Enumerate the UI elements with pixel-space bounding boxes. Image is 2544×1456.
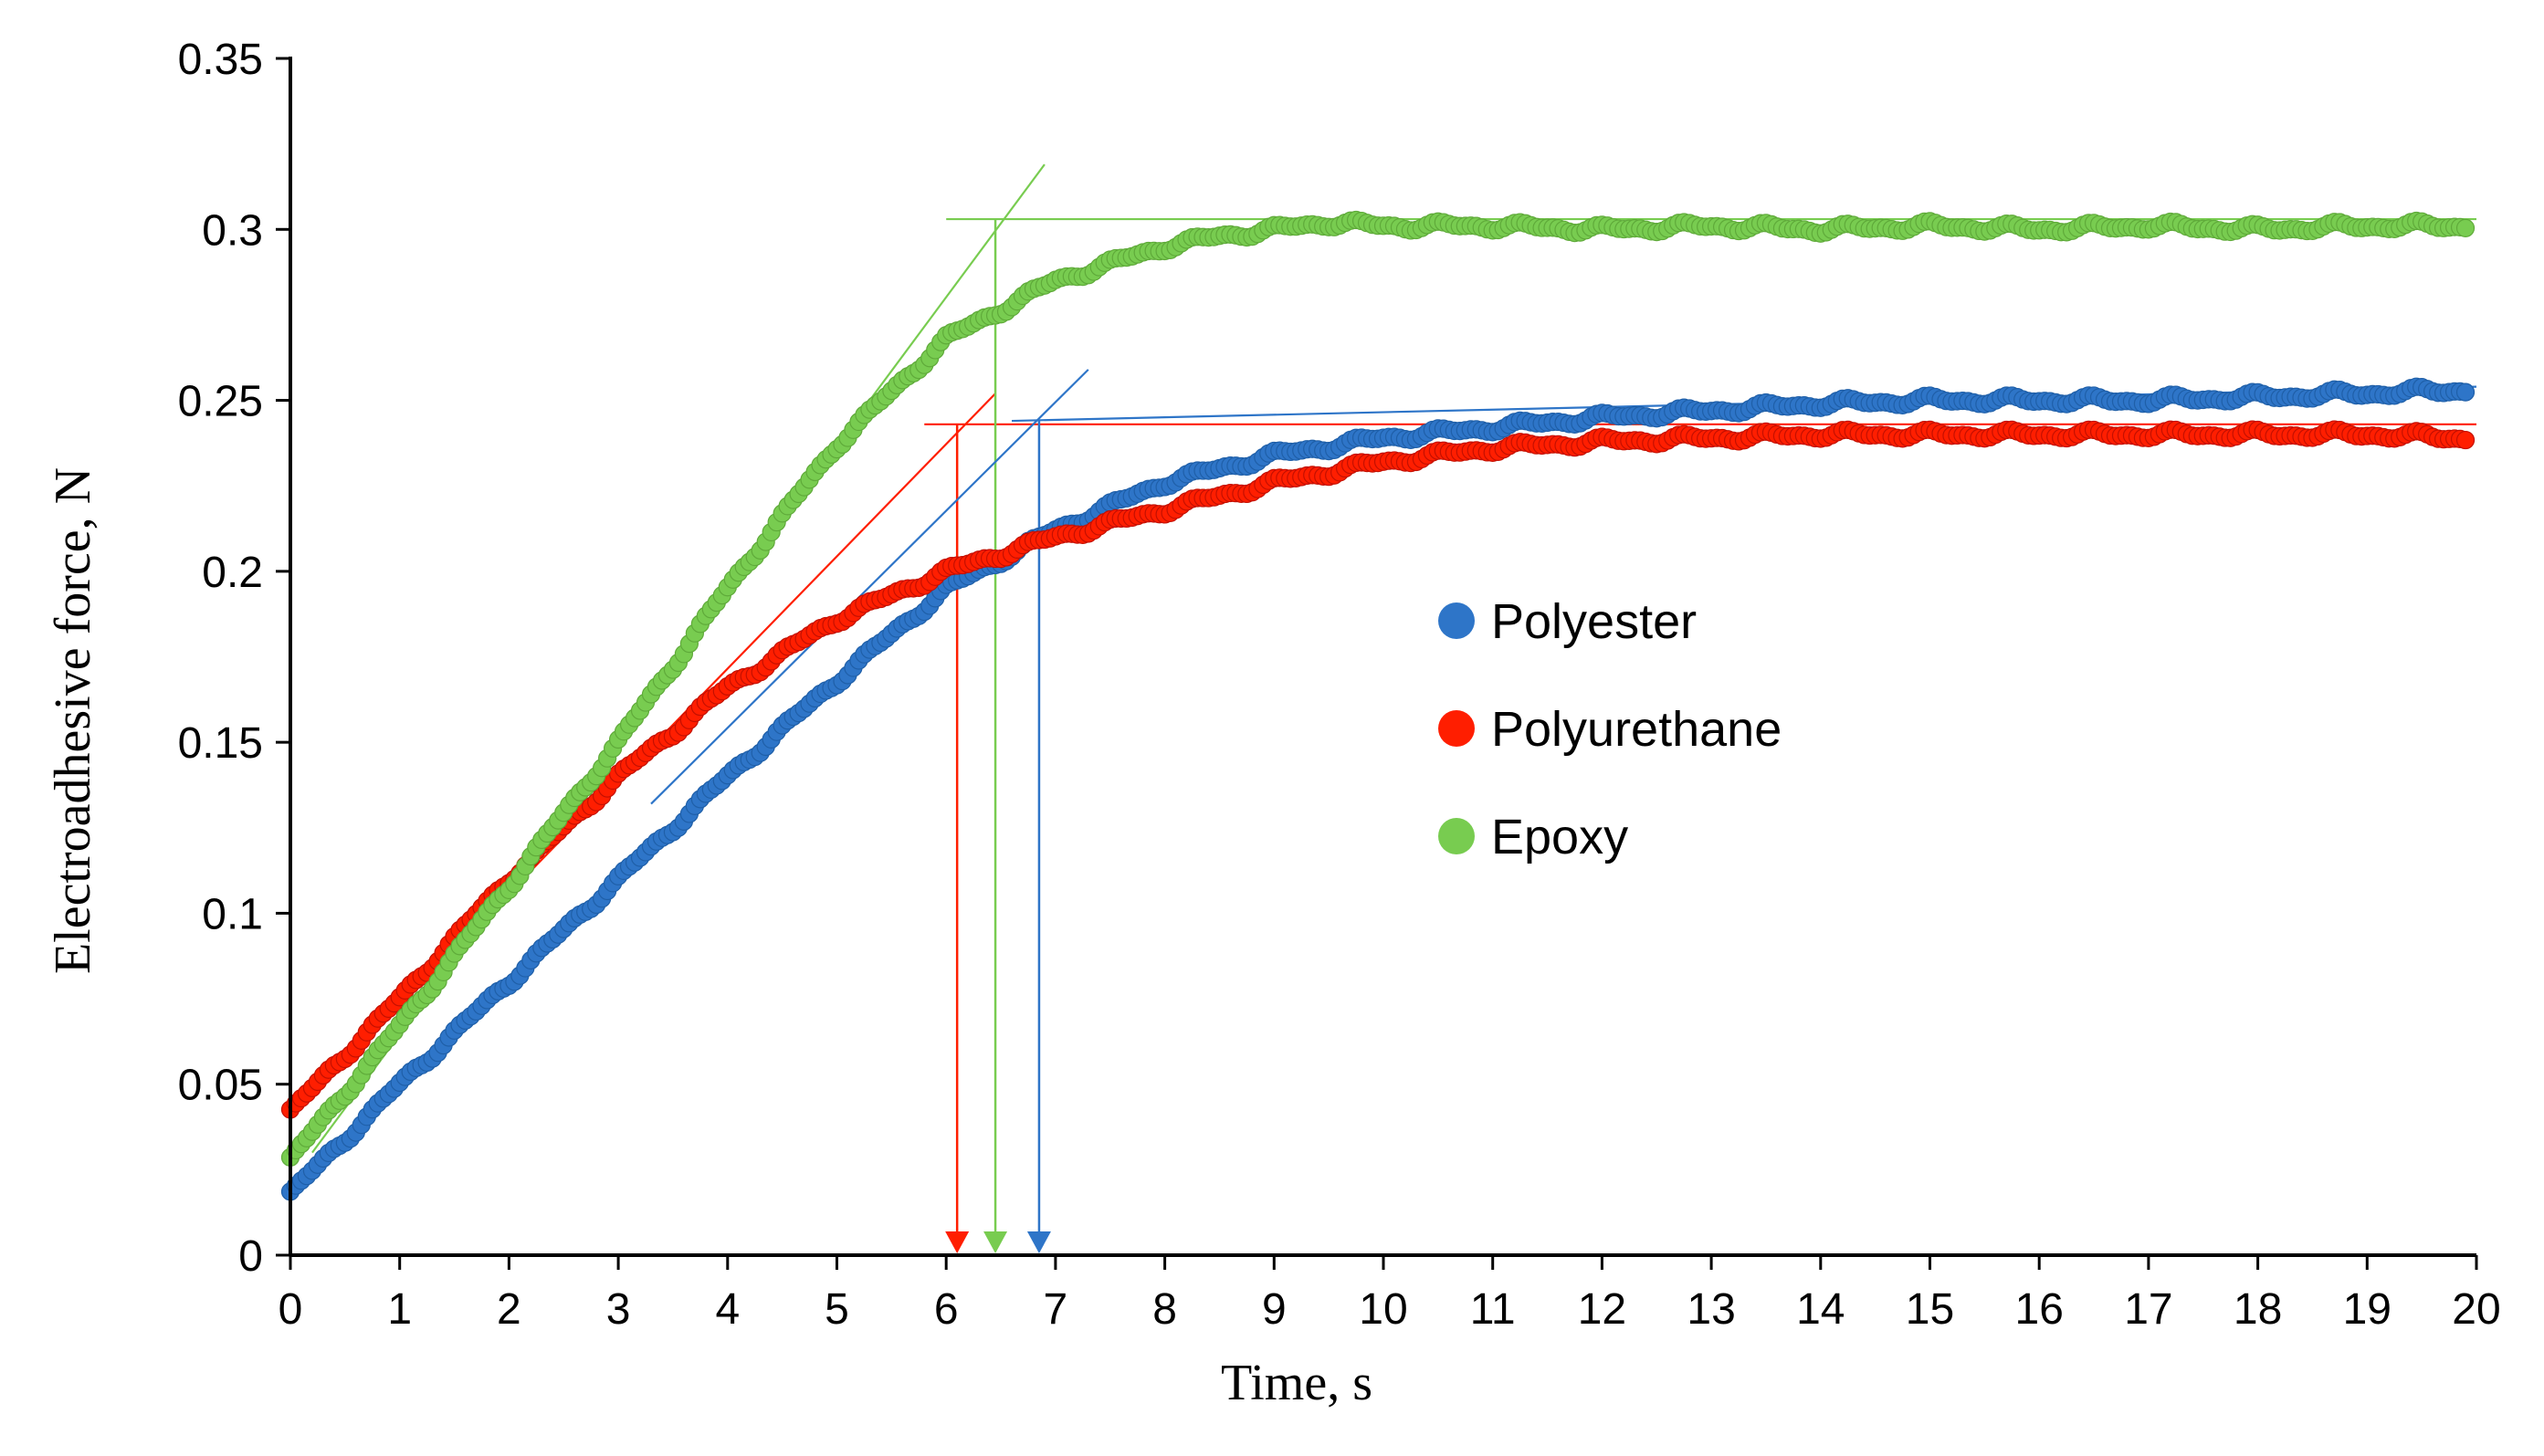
y-tick-label: 0.25: [178, 378, 263, 426]
x-tick-label: 15: [1906, 1285, 1954, 1334]
legend-marker-polyester: [1438, 602, 1475, 639]
legend-marker-polyurethane: [1438, 710, 1475, 747]
y-tick-label: 0.05: [178, 1062, 263, 1110]
x-tick-label: 4: [715, 1285, 740, 1334]
x-tick-label: 17: [2124, 1285, 2172, 1334]
y-tick-label: 0.35: [178, 36, 263, 84]
series-layer: [280, 210, 2476, 1201]
x-tick-label: 6: [934, 1285, 959, 1334]
legend-marker-epoxy: [1438, 818, 1475, 854]
x-tick-label: 8: [1152, 1285, 1177, 1334]
x-tick-label: 20: [2452, 1285, 2500, 1334]
legend: Polyester Polyurethane Epoxy: [1438, 594, 1782, 864]
x-tick-label: 10: [1359, 1285, 1407, 1334]
x-tick-label: 13: [1687, 1285, 1735, 1334]
onset-arrow-head: [945, 1231, 970, 1253]
x-tick-label: 12: [1578, 1285, 1626, 1334]
data-point-polyurethane: [2455, 430, 2476, 450]
y-tick-label: 0.15: [178, 719, 263, 768]
data-point-polyester: [2455, 382, 2476, 402]
series-epoxy: [280, 210, 2476, 1167]
x-axis-title: Time, s: [1221, 1355, 1372, 1411]
x-tick-label: 9: [1262, 1285, 1287, 1334]
x-tick-label: 14: [1796, 1285, 1845, 1334]
x-tick-label: 11: [1470, 1285, 1516, 1334]
x-tick-label: 18: [2234, 1285, 2282, 1334]
legend-label-polyester: Polyester: [1491, 594, 1697, 649]
series-polyester: [280, 377, 2476, 1201]
y-tick-label: 0.3: [202, 206, 263, 255]
y-tick-label: 0.1: [202, 890, 263, 938]
onset-arrow-head: [1026, 1231, 1051, 1253]
legend-label-polyurethane: Polyurethane: [1491, 702, 1782, 757]
y-axis-title: Electroadhesive force, N: [45, 467, 101, 974]
x-tick-label: 1: [387, 1285, 412, 1334]
x-tick-label: 7: [1044, 1285, 1068, 1334]
y-tick-label: 0.2: [202, 549, 263, 597]
x-tick-label: 0: [279, 1285, 303, 1334]
tangent-line: [650, 369, 1089, 805]
x-tick-label: 2: [497, 1285, 521, 1334]
x-tick-label: 5: [825, 1285, 849, 1334]
onset-arrow-head: [983, 1231, 1008, 1253]
axes-layer: 0 1 2 3 4 5 6 7 8 9 10 11 12 13 14 15 16 17 18 19 2000.050.1…: [178, 36, 2501, 1334]
x-tick-label: 16: [2015, 1285, 2064, 1334]
data-point-epoxy: [2455, 218, 2476, 237]
y-tick-label: 0: [238, 1232, 263, 1281]
legend-label-epoxy: Epoxy: [1491, 810, 1628, 864]
x-tick-label: 19: [2343, 1285, 2392, 1334]
x-tick-label: 3: [606, 1285, 631, 1334]
